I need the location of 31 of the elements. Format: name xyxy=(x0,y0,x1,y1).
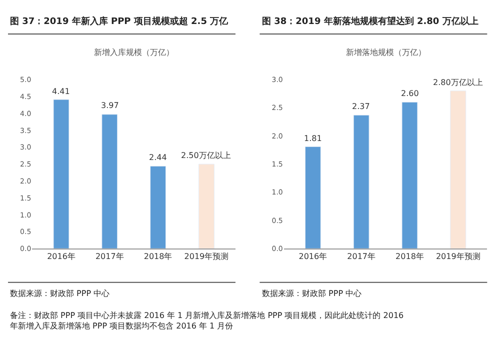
source-note: 数据来源：财政部 PPP 中心 xyxy=(262,289,362,298)
bar xyxy=(450,90,466,249)
x-tick-label: 2018年 xyxy=(144,252,172,262)
chart-title: 图 37：2019 年新入库 PPP 项目规模或超 2.5 万亿 xyxy=(10,16,230,27)
x-tick-label: 2019年预测 xyxy=(436,252,480,262)
x-tick-label: 2017年 xyxy=(347,252,376,262)
bar xyxy=(402,102,418,249)
x-tick-label: 2016年 xyxy=(298,252,328,262)
data-label: 2.80万亿以上 xyxy=(433,78,483,87)
chart-subtitle: 新增入库规模（万亿） xyxy=(94,48,174,57)
data-label: 2.37 xyxy=(352,102,370,111)
bar xyxy=(304,146,321,249)
bar xyxy=(102,114,118,249)
data-label: 2.44 xyxy=(149,153,167,162)
data-label: 3.97 xyxy=(101,101,119,110)
text: 备注：财政部 PPP 项目中心并未披露 2016 年 1 月新增入库及新增落地 PPP 项目规模，因此此处统计的 2016 年新增入库及新增落地 PPP 项目数据均不包含 2016 年 1 月份 xyxy=(10,311,406,330)
bar xyxy=(150,166,166,249)
bar xyxy=(53,99,70,249)
chart-subtitle: 新增落地规模（万亿） xyxy=(346,48,426,57)
source-note: 数据来源：财政部 PPP 中心 xyxy=(10,289,110,298)
bar xyxy=(353,114,370,249)
x-tick-label: 2016年 xyxy=(47,252,76,262)
data-label: 2.60 xyxy=(401,89,419,98)
chart-title: 图 38：2019 年新落地规模有望达到 2.80 万亿以上 xyxy=(262,16,478,27)
x-tick-label: 2019年预测 xyxy=(184,252,229,262)
bar xyxy=(198,164,214,249)
data-label: 4.41 xyxy=(52,87,70,96)
data-label: 2.50万亿以上 xyxy=(181,151,231,160)
data-label: 1.81 xyxy=(304,134,322,143)
x-tick-label: 2017年 xyxy=(95,252,124,262)
x-tick-label: 2018年 xyxy=(396,252,424,262)
